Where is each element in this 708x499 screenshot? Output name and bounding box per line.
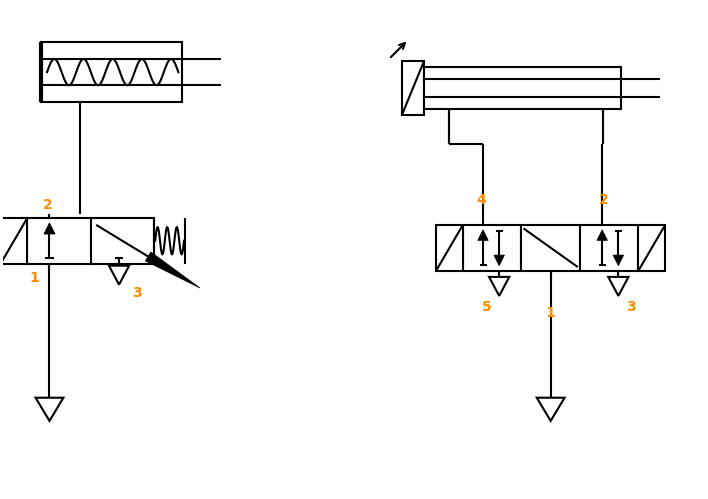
Polygon shape [537,398,564,421]
Bar [463,225,521,270]
Text: 5: 5 [481,300,491,314]
Bar [424,67,621,109]
Bar [401,60,424,115]
Text: 4: 4 [476,193,486,208]
Polygon shape [608,277,629,296]
Bar [91,218,154,263]
Text: 2: 2 [43,198,53,212]
Polygon shape [44,223,55,234]
Polygon shape [478,230,489,241]
Text: 1: 1 [546,306,556,320]
Text: 1: 1 [29,270,39,284]
Polygon shape [145,252,200,288]
Polygon shape [494,255,504,265]
Polygon shape [35,398,64,421]
Text: 3: 3 [132,286,142,300]
Polygon shape [489,277,509,296]
Bar [521,225,580,270]
Bar [28,218,91,263]
Bar [436,225,463,270]
Text: 2: 2 [599,193,608,208]
Bar [1,218,28,263]
Bar [639,225,666,270]
Polygon shape [597,230,607,241]
Polygon shape [109,265,129,284]
Bar [580,225,639,270]
Text: 3: 3 [626,300,636,314]
Bar [41,42,182,102]
Polygon shape [613,255,624,265]
